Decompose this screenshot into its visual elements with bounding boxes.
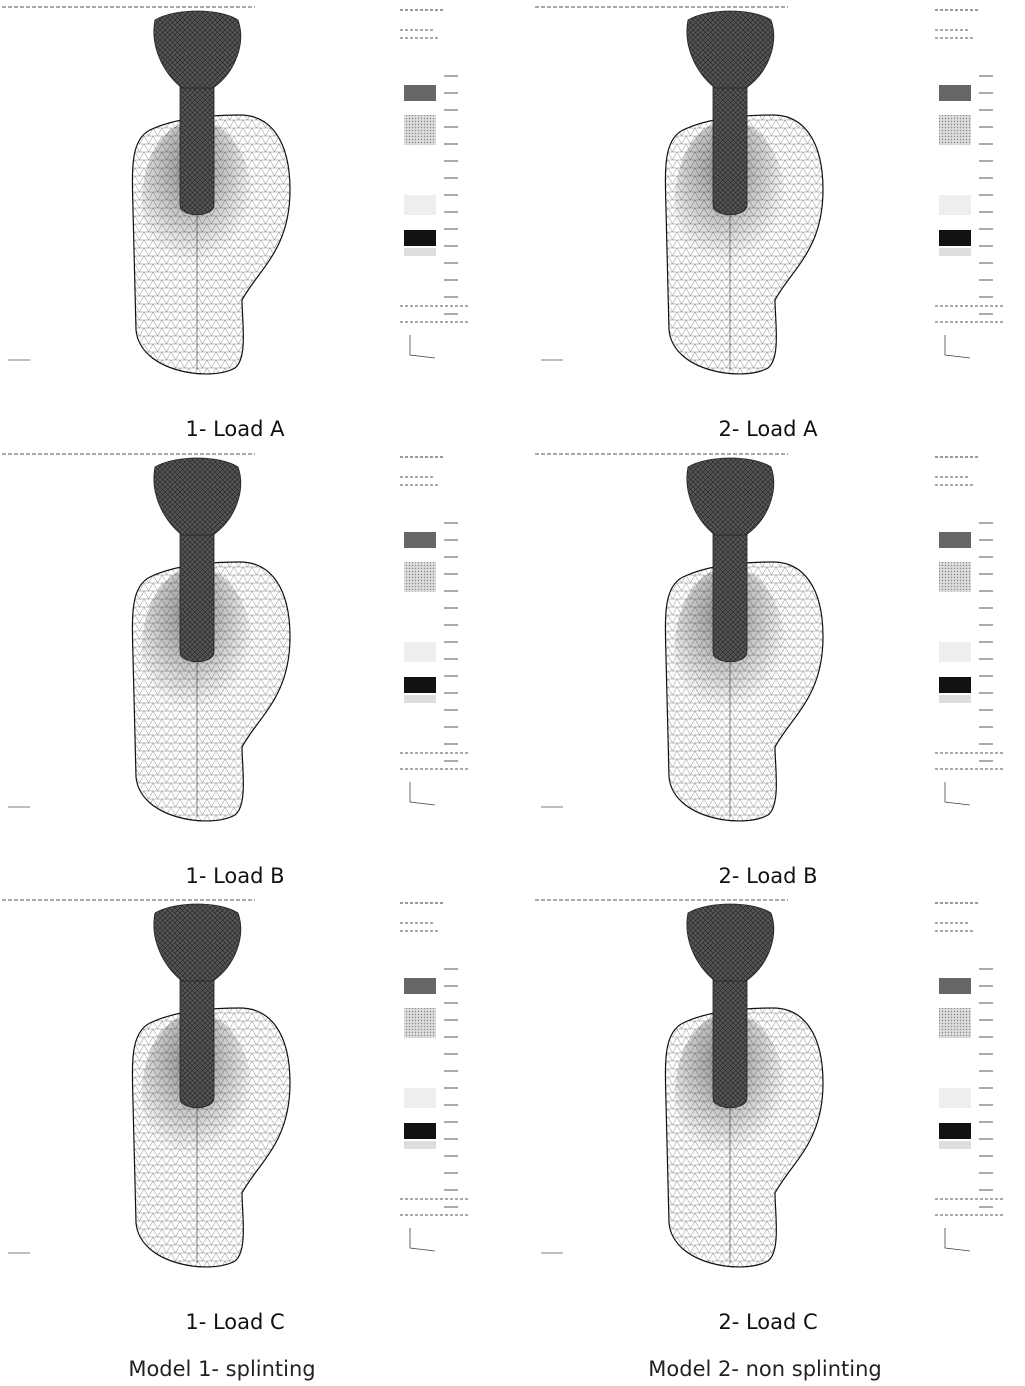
triad xyxy=(944,335,971,359)
implant xyxy=(179,970,215,1109)
panel: 1- Load B xyxy=(2,453,470,888)
panel-label: 1- Load A xyxy=(185,417,285,441)
panel-label: 1- Load C xyxy=(185,1310,284,1334)
legend-swatch xyxy=(939,695,971,703)
model-caption: Model 2- non splinting xyxy=(648,1357,881,1381)
legend-swatch xyxy=(404,677,436,693)
crown xyxy=(686,457,775,536)
legend-swatch xyxy=(939,677,971,693)
legend-swatch xyxy=(939,248,971,256)
triad xyxy=(944,782,971,806)
legend-swatch xyxy=(404,1008,436,1038)
implant xyxy=(712,970,748,1109)
crown xyxy=(686,10,775,89)
panel: 2- Load A xyxy=(535,6,1005,441)
panel-label: 2- Load C xyxy=(718,1310,817,1334)
panel: 2- Load B xyxy=(535,453,1005,888)
crown xyxy=(153,457,242,536)
legend-swatch xyxy=(939,85,971,101)
panel: 2- Load C xyxy=(535,899,1005,1334)
legend-swatch xyxy=(939,1088,971,1108)
model-caption: Model 1- splinting xyxy=(128,1357,315,1381)
legend-swatch xyxy=(404,1088,436,1108)
legend-swatch xyxy=(404,85,436,101)
legend-swatch xyxy=(404,248,436,256)
legend-swatch xyxy=(404,195,436,215)
panel-label: 1- Load B xyxy=(185,864,284,888)
legend-swatch xyxy=(404,230,436,246)
triad xyxy=(944,1228,971,1252)
legend-swatch xyxy=(404,115,436,145)
triad xyxy=(409,335,436,359)
panel-label: 2- Load A xyxy=(718,417,818,441)
legend-swatch xyxy=(939,1123,971,1139)
legend-swatch xyxy=(939,1008,971,1038)
legend-swatch xyxy=(939,230,971,246)
legend-swatch xyxy=(404,695,436,703)
legend-swatch xyxy=(404,1141,436,1149)
panel: 1- Load A xyxy=(2,6,470,441)
crown xyxy=(686,903,775,982)
legend-swatch xyxy=(404,1123,436,1139)
implant xyxy=(712,77,748,216)
panel: 1- Load C xyxy=(2,899,470,1334)
legend-swatch xyxy=(939,642,971,662)
crown xyxy=(153,10,242,89)
legend-swatch xyxy=(404,562,436,592)
triad xyxy=(409,782,436,806)
triad xyxy=(409,1228,436,1252)
panel-label: 2- Load B xyxy=(718,864,817,888)
legend-swatch xyxy=(939,1141,971,1149)
legend-swatch xyxy=(939,532,971,548)
implant xyxy=(179,77,215,216)
legend-swatch xyxy=(939,115,971,145)
legend-swatch xyxy=(939,562,971,592)
crown xyxy=(153,903,242,982)
legend-swatch xyxy=(939,978,971,994)
implant xyxy=(712,524,748,663)
legend-swatch xyxy=(404,978,436,994)
legend-swatch xyxy=(939,195,971,215)
implant xyxy=(179,524,215,663)
legend-swatch xyxy=(404,532,436,548)
legend-swatch xyxy=(404,642,436,662)
